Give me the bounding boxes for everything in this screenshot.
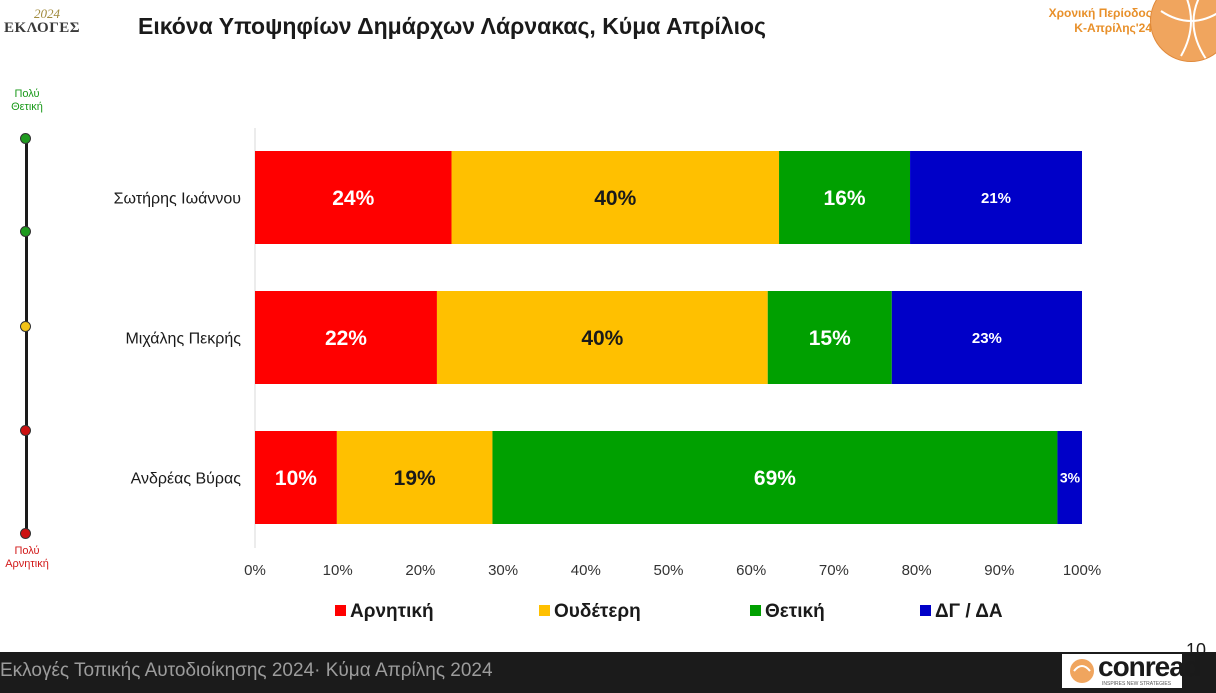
bar-segment: [1057, 431, 1082, 524]
bar-segment: [891, 291, 1082, 384]
category-label: Μιχάλης Πεκρής: [125, 331, 241, 348]
scale-bottom-label: Πολύ Αρνητική: [5, 545, 49, 570]
data-label: 24%: [332, 187, 374, 210]
data-label: 10%: [275, 467, 317, 490]
x-tick-label: 20%: [405, 562, 435, 579]
data-label: 40%: [594, 187, 636, 210]
data-label: 21%: [981, 190, 1011, 207]
period-line-1: Χρονική Περίοδος: [1048, 6, 1152, 20]
legend-swatch: [539, 605, 550, 616]
page-number: 10: [1186, 640, 1207, 660]
x-tick-label: 30%: [488, 562, 518, 579]
scale-dot: [20, 321, 31, 332]
bar-segment: [910, 151, 1082, 244]
elections-logo: 2024 ΕΚΛΟΓΕΣ: [4, 6, 80, 40]
data-label: 3%: [1060, 470, 1081, 486]
category-label: Ανδρέας Βύρας: [131, 471, 242, 488]
data-label: 23%: [972, 330, 1002, 347]
x-tick-label: 10%: [323, 562, 353, 579]
legend-label: ΔΓ / ΔΑ: [935, 601, 1003, 622]
bar-segment: [255, 291, 437, 384]
x-tick-label: 60%: [736, 562, 766, 579]
bar-segment: [336, 431, 493, 524]
footer-bar: Εκλογές Τοπικής Αυτοδιοίκησης 2024· Κύμα…: [0, 652, 1216, 693]
scale-dot: [20, 133, 31, 144]
bar-segment: [451, 151, 780, 244]
data-label: 15%: [809, 327, 851, 350]
x-tick-label: 100%: [1063, 562, 1101, 579]
scale-line: [25, 138, 28, 534]
category-label: Σωτήρης Ιωάννου: [114, 191, 241, 208]
legend-swatch: [335, 605, 346, 616]
stacked-bar-chart: 24% 40% 16% 21% Σωτήρης Ιωάννου 22% 40% 15% 23% Μ…: [114, 128, 1101, 622]
brand-name: conread: [1098, 651, 1201, 682]
data-label: 69%: [754, 467, 796, 490]
bar-segment: [767, 291, 892, 384]
legend-label: Αρνητική: [350, 601, 434, 622]
bar-segment: [779, 151, 911, 244]
data-label: 19%: [394, 467, 436, 490]
bar-segment: [255, 431, 337, 524]
x-tick-label: 0%: [244, 562, 266, 579]
legend-label: Θετική: [765, 601, 825, 622]
footer-text: Εκλογές Τοπικής Αυτοδιοίκησης 2024· Κύμα…: [0, 660, 493, 681]
scale-top-label: Πολύ Θετική: [11, 88, 43, 113]
x-tick-label: 40%: [571, 562, 601, 579]
data-label: 40%: [581, 327, 623, 350]
period-badge: Χρονική Περίοδος Κ-Απρίλης'24: [1014, 6, 1152, 36]
logo-text: ΕΚΛΟΓΕΣ: [4, 20, 81, 36]
bar-segment: [255, 151, 452, 244]
bar-segment: [492, 431, 1058, 524]
x-tick-label: 50%: [653, 562, 683, 579]
data-label: 16%: [824, 187, 866, 210]
x-tick-label: 90%: [984, 562, 1014, 579]
x-tick-label: 70%: [819, 562, 849, 579]
conread-mark-icon: [1070, 659, 1094, 683]
legend-swatch: [750, 605, 761, 616]
conread-logo: conread INSPIRES NEW STRATEGIES: [1062, 651, 1201, 688]
scale-dot: [20, 425, 31, 436]
x-tick-label: 80%: [902, 562, 932, 579]
scale-dot: [20, 528, 31, 539]
logo-year: 2024: [34, 6, 60, 21]
legend-label: Ουδέτερη: [554, 601, 641, 622]
bar-segment: [436, 291, 768, 384]
scale-dot: [20, 226, 31, 237]
data-label: 22%: [325, 327, 367, 350]
page-title: Εικόνα Υποψηφίων Δημάρχων Λάρνακας, Κύμα…: [138, 13, 766, 39]
period-line-2: Κ-Απρίλης'24: [1074, 21, 1152, 35]
legend-swatch: [920, 605, 931, 616]
brand-tagline: INSPIRES NEW STRATEGIES: [1102, 681, 1172, 687]
